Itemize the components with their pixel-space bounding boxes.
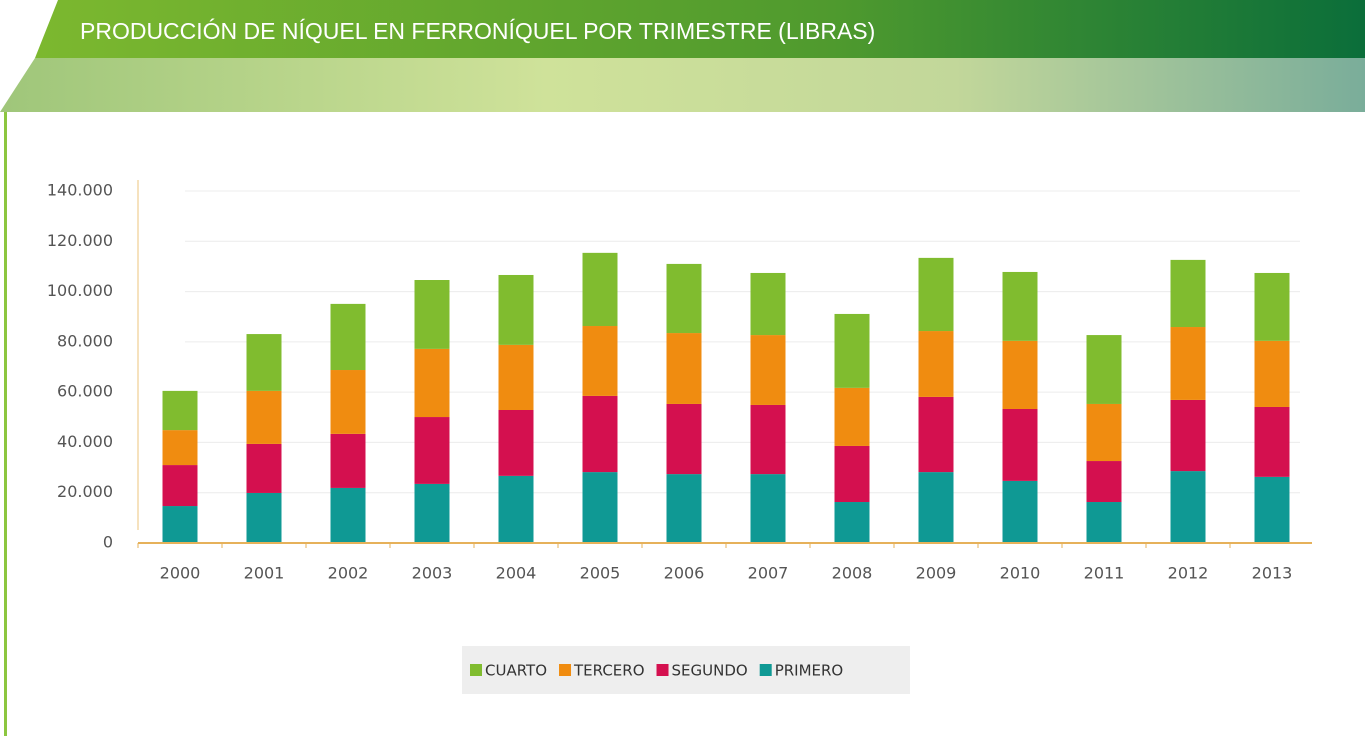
header-sub-band [0, 58, 1365, 112]
bar-segment [834, 387, 870, 446]
bar-segment [750, 335, 786, 405]
bar-segment [582, 472, 618, 543]
x-tick-label: 2002 [328, 564, 369, 583]
x-tick-label: 2005 [580, 564, 621, 583]
bar-segment [246, 443, 282, 493]
bar-segment [1254, 406, 1290, 477]
bar-segment [162, 506, 198, 543]
bar-segment [1086, 502, 1122, 543]
bar-segment [1170, 259, 1206, 328]
bar-segment [498, 274, 534, 345]
y-tick-label: 140.000 [47, 181, 113, 200]
legend-swatch [559, 664, 572, 676]
bar-segment [414, 280, 450, 349]
x-tick-label: 2009 [916, 564, 957, 583]
bar-segment [414, 417, 450, 484]
x-tick-label: 2007 [748, 564, 789, 583]
bar-segment [666, 263, 702, 334]
y-tick-label: 20.000 [57, 482, 113, 501]
legend-label: TERCERO [573, 662, 645, 680]
bar-segment [246, 390, 282, 444]
x-tick-label: 2001 [244, 564, 285, 583]
bar-segment [582, 326, 618, 396]
bar-segment [750, 474, 786, 543]
x-tick-label: 2000 [160, 564, 201, 583]
bar-segment [1254, 476, 1290, 543]
bar-segment [834, 502, 870, 543]
y-tick-label: 80.000 [57, 331, 113, 350]
bar-segment [330, 433, 366, 488]
y-tick-label: 0 [103, 533, 113, 552]
bar-segment [246, 492, 282, 543]
left-border [4, 112, 7, 736]
bar-segment [918, 331, 954, 397]
x-tick-label: 2010 [1000, 564, 1041, 583]
x-tick-label: 2006 [664, 564, 705, 583]
legend-swatch [759, 664, 772, 676]
bar-segment [498, 475, 534, 543]
bar-segment [666, 474, 702, 543]
legend-label: SEGUNDO [672, 662, 748, 680]
bar-segment [750, 272, 786, 336]
bar-segment [498, 344, 534, 410]
y-tick-label: 100.000 [47, 281, 113, 300]
legend-swatch [656, 664, 669, 676]
bar-segment [1254, 272, 1290, 341]
bar-segment [834, 445, 870, 503]
y-tick-label: 60.000 [57, 382, 113, 401]
bar-segment [750, 404, 786, 475]
bar-segment [414, 483, 450, 543]
bar-segment [330, 303, 366, 371]
y-tick-label: 40.000 [57, 432, 113, 451]
bar-segment [834, 313, 870, 388]
bar-segment [1086, 461, 1122, 503]
legend-swatch [470, 664, 482, 676]
bar-segment [162, 430, 198, 466]
bar-segment [666, 333, 702, 404]
bar-segment [414, 348, 450, 418]
chart-title: PRODUCCIÓN DE NÍQUEL EN FERRONÍQUEL POR … [80, 18, 875, 44]
x-tick-label: 2004 [496, 564, 537, 583]
bar-segment [1170, 399, 1206, 472]
bar-segment [582, 252, 618, 327]
bar-segment [1002, 480, 1038, 543]
x-tick-label: 2012 [1168, 564, 1209, 583]
bar-segment [1002, 271, 1038, 341]
legend-label: CUARTO [485, 662, 547, 680]
bar-segment [582, 395, 618, 473]
bar-segment [246, 334, 282, 391]
bar-segment [162, 390, 198, 431]
bar-segment [330, 487, 366, 543]
bar-segment [330, 370, 366, 434]
bar-segment [918, 257, 954, 332]
legend-label: PRIMERO [775, 662, 844, 680]
bar-segment [1086, 335, 1122, 404]
bar-segment [918, 396, 954, 473]
bar-segment [162, 465, 198, 507]
x-tick-label: 2008 [832, 564, 873, 583]
header-band [35, 0, 1365, 58]
bar-segment [1170, 327, 1206, 400]
bar-segment [1002, 340, 1038, 409]
bar-segment [1254, 340, 1290, 407]
x-tick-label: 2003 [412, 564, 453, 583]
bar-segment [1170, 471, 1206, 543]
bar-segment [1086, 403, 1122, 462]
bar-segment [666, 403, 702, 475]
legend [462, 646, 910, 694]
x-tick-label: 2013 [1252, 564, 1293, 583]
bar-segment [918, 472, 954, 543]
bar-segment [1002, 408, 1038, 481]
bar-segment [498, 409, 534, 476]
x-tick-label: 2011 [1084, 564, 1125, 583]
y-tick-label: 120.000 [47, 231, 113, 250]
